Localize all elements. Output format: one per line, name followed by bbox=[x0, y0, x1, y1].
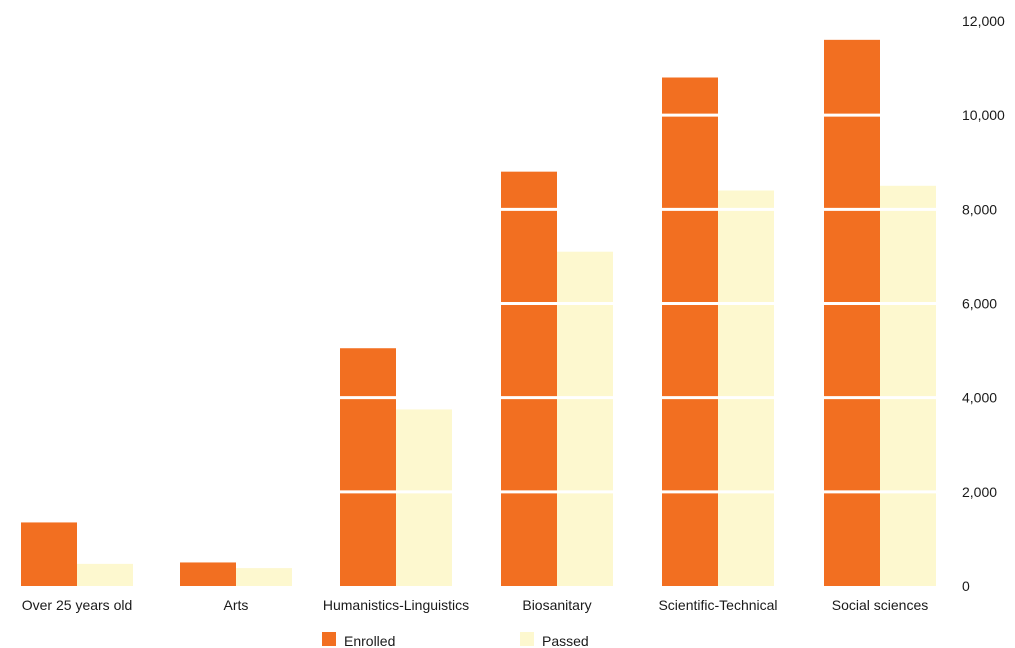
legend-item-passed: Passed bbox=[520, 632, 589, 648]
enrolled-bar-6 bbox=[824, 39, 880, 587]
y-tick-label: 0 bbox=[962, 578, 970, 594]
y-tick-label: 12,000 bbox=[962, 13, 1005, 29]
passed-bar-4 bbox=[557, 251, 613, 587]
legend-label: Enrolled bbox=[344, 633, 395, 648]
enrolled-bar-2 bbox=[180, 562, 236, 586]
enrolled-bar-3 bbox=[340, 348, 396, 586]
y-tick-label: 10,000 bbox=[962, 107, 1005, 123]
grid-layer bbox=[0, 19, 945, 494]
category-label: Biosanitary bbox=[522, 597, 591, 613]
y-axis: 0 2,000 4,000 6,000 8,000 10,000 12,000 bbox=[962, 13, 1005, 594]
passed-bar-5 bbox=[718, 190, 774, 586]
category-label: Over 25 years old bbox=[22, 597, 133, 613]
y-tick-label: 8,000 bbox=[962, 201, 997, 217]
category-label: Social sciences bbox=[832, 597, 929, 613]
legend: Enrolled Passed bbox=[322, 632, 589, 648]
x-axis: Over 25 years old Arts Humanistics-Linguis… bbox=[22, 597, 929, 613]
legend-swatch bbox=[520, 632, 534, 646]
enrolled-bar-4 bbox=[501, 171, 557, 586]
legend-swatch bbox=[322, 632, 336, 646]
bars-layer bbox=[21, 39, 936, 587]
legend-item-enrolled: Enrolled bbox=[322, 632, 395, 648]
category-label: Scientific-Technical bbox=[658, 597, 777, 613]
category-label: Humanistics-Linguistics bbox=[323, 597, 469, 613]
category-label: Arts bbox=[224, 597, 249, 613]
passed-bar-2 bbox=[236, 568, 292, 586]
passed-bar-6 bbox=[880, 185, 936, 586]
passed-bar-1 bbox=[77, 563, 133, 586]
passed-bar-3 bbox=[396, 409, 452, 586]
y-tick-label: 4,000 bbox=[962, 390, 997, 406]
enrolled-bar-5 bbox=[662, 77, 718, 586]
enrolled-bar-1 bbox=[21, 522, 77, 586]
legend-label: Passed bbox=[542, 633, 589, 648]
y-tick-label: 2,000 bbox=[962, 484, 997, 500]
y-tick-label: 6,000 bbox=[962, 296, 997, 312]
